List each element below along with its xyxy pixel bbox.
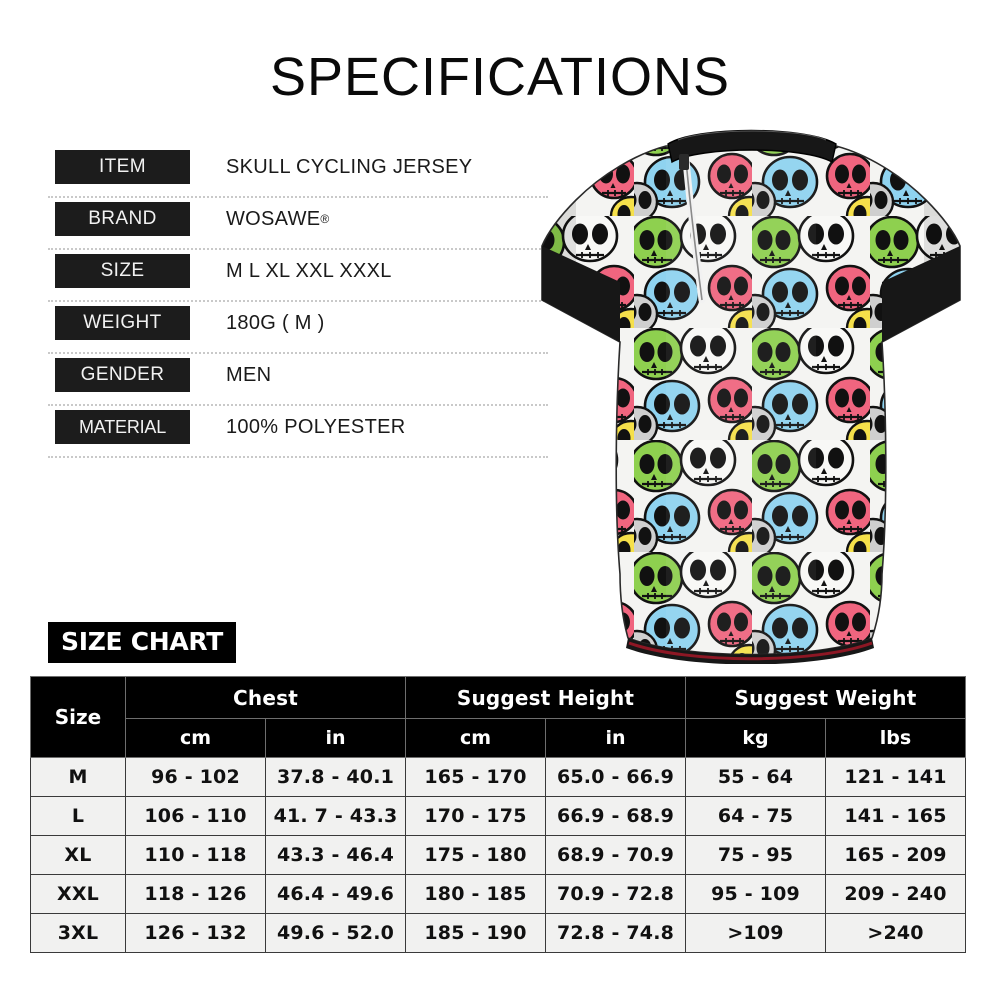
cell-height-cm: 175 - 180: [405, 835, 547, 875]
cell-chest-cm: 106 - 110: [125, 796, 266, 836]
cell-size: M: [30, 757, 126, 797]
cell-height-cm: 165 - 170: [405, 757, 547, 797]
cell-chest-in: 46.4 - 49.6: [264, 874, 407, 914]
spec-value-brand: WOSAWE ®: [226, 207, 330, 230]
cell-chest-in: 37.8 - 40.1: [264, 757, 407, 797]
header-height-in: in: [545, 718, 687, 758]
spec-value-size: M L XL XXL XXXL: [226, 259, 392, 282]
cell-weight-lbs: >240: [825, 913, 967, 953]
brand-name: WOSAWE: [226, 207, 321, 230]
cell-weight-lbs: 165 - 209: [825, 835, 967, 875]
cell-size: 3XL: [30, 913, 126, 953]
header-chest-cm: cm: [125, 718, 266, 758]
cell-chest-in: 43.3 - 46.4: [264, 835, 407, 875]
zipper-teeth: [685, 159, 703, 301]
cell-weight-kg: 55 - 64: [685, 757, 827, 797]
cell-size: XXL: [30, 874, 126, 914]
spec-divider: [48, 456, 548, 460]
spec-divider: [48, 300, 548, 304]
sleeve-cuff-left: [542, 246, 620, 342]
cell-chest-in: 49.6 - 52.0: [264, 913, 407, 953]
spec-label-item: ITEM: [55, 150, 190, 184]
header-height-cm: cm: [405, 718, 547, 758]
table-row: XL 110 - 118 43.3 - 46.4 175 - 180 68.9 …: [30, 835, 967, 875]
size-chart-table: Size Chest Suggest Height Suggest Weight…: [30, 676, 967, 953]
cell-chest-cm: 126 - 132: [125, 913, 266, 953]
collar-stitch: [677, 130, 827, 141]
spec-value-weight: 180G ( M ): [226, 311, 325, 334]
cell-height-in: 65.0 - 66.9: [545, 757, 687, 797]
table-row: L 106 - 110 41. 7 - 43.3 170 - 175 66.9 …: [30, 796, 967, 836]
spec-value-material: 100% POLYESTER: [226, 415, 406, 438]
spec-divider: [48, 404, 548, 408]
header-size: Size: [30, 676, 126, 758]
table-group-header-row: Size Chest Suggest Height Suggest Weight: [30, 676, 967, 758]
header-suggest-weight: Suggest Weight: [685, 676, 967, 719]
spec-divider: [48, 196, 548, 200]
header-weight-kg: kg: [685, 718, 827, 758]
table-row: M 96 - 102 37.8 - 40.1 165 - 170 65.0 - …: [30, 757, 967, 797]
cell-chest-in: 41. 7 - 43.3: [264, 796, 407, 836]
page-title: SPECIFICATIONS: [269, 47, 731, 107]
spec-row-size: SIZE M L XL XXL XXXL: [48, 254, 548, 306]
cell-size: XL: [30, 835, 126, 875]
spec-divider: [48, 352, 548, 356]
sleeve-cuff-right: [882, 246, 960, 342]
cell-height-cm: 185 - 190: [405, 913, 547, 953]
cell-chest-cm: 96 - 102: [125, 757, 266, 797]
cell-weight-lbs: 141 - 165: [825, 796, 967, 836]
cell-height-in: 72.8 - 74.8: [545, 913, 687, 953]
product-image-jersey: [516, 104, 986, 664]
spec-label-material: MATERIAL: [55, 410, 190, 444]
spec-row-brand: BRAND WOSAWE ®: [48, 202, 548, 254]
header-chest-in: in: [264, 718, 407, 758]
cell-weight-lbs: 121 - 141: [825, 757, 967, 797]
jersey-hem: [626, 638, 874, 664]
jersey-body: [542, 146, 960, 655]
header-weight-lbs: lbs: [825, 718, 967, 758]
cell-chest-cm: 110 - 118: [125, 835, 266, 875]
cell-chest-cm: 118 - 126: [125, 874, 266, 914]
spec-row-material: MATERIAL 100% POLYESTER: [48, 410, 548, 462]
specifications-list: ITEM SKULL CYCLING JERSEY BRAND WOSAWE ® …: [48, 150, 548, 462]
cell-weight-lbs: 209 - 240: [825, 874, 967, 914]
spec-row-gender: GENDER MEN: [48, 358, 548, 410]
spec-value-gender: MEN: [226, 363, 272, 386]
cell-weight-kg: >109: [685, 913, 827, 953]
cell-height-in: 68.9 - 70.9: [545, 835, 687, 875]
spec-row-item: ITEM SKULL CYCLING JERSEY: [48, 150, 548, 202]
cell-height-in: 70.9 - 72.8: [545, 874, 687, 914]
spec-row-weight: WEIGHT 180G ( M ): [48, 306, 548, 358]
spec-value-item: SKULL CYCLING JERSEY: [226, 155, 473, 178]
cell-size: L: [30, 796, 126, 836]
size-chart-heading: SIZE CHART: [48, 622, 237, 663]
table-unit-header-row: cm in cm in kg lbs: [31, 718, 967, 758]
cell-weight-kg: 75 - 95: [685, 835, 827, 875]
spec-label-gender: GENDER: [55, 358, 190, 392]
zipper-pull: [679, 154, 689, 170]
jersey-outline: [541, 145, 961, 656]
header-suggest-height: Suggest Height: [405, 676, 687, 719]
cell-weight-kg: 64 - 75: [685, 796, 827, 836]
cell-height-cm: 170 - 175: [405, 796, 547, 836]
spec-label-brand: BRAND: [55, 202, 190, 236]
cell-weight-kg: 95 - 109: [685, 874, 827, 914]
spec-label-weight: WEIGHT: [55, 306, 190, 340]
table-row: XXL 118 - 126 46.4 - 49.6 180 - 185 70.9…: [30, 874, 967, 914]
table-row: 3XL 126 - 132 49.6 - 52.0 185 - 190 72.8…: [30, 913, 967, 953]
cell-height-in: 66.9 - 68.9: [545, 796, 687, 836]
header-chest: Chest: [124, 676, 407, 719]
jersey-hem-red-line: [628, 641, 873, 661]
cell-height-cm: 180 - 185: [405, 874, 547, 914]
spec-divider: [48, 248, 548, 252]
spec-label-size: SIZE: [55, 254, 190, 288]
